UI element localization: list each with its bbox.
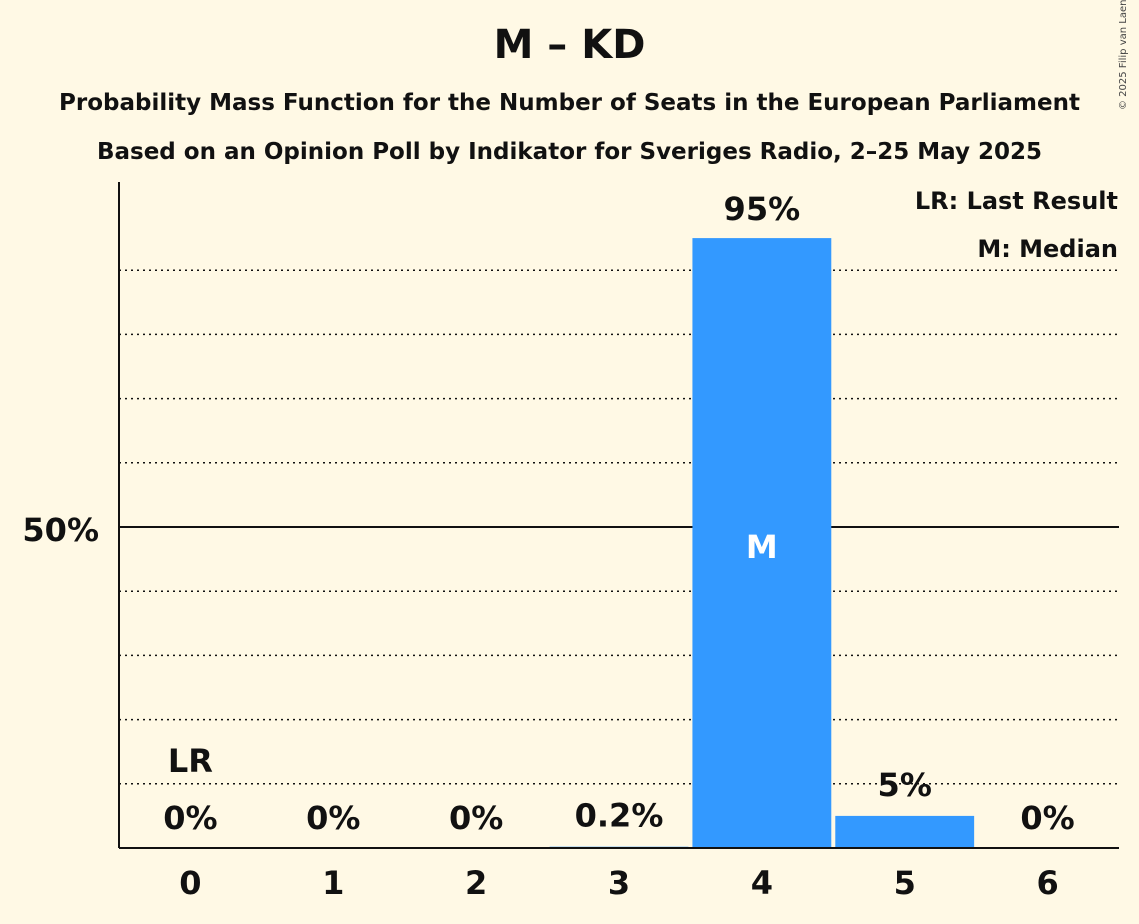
bar-labels: 0% LR 0% 0% 0.2% 95% M 5% 0% [163,190,1074,837]
value-label-1: 0% [306,799,360,837]
x-tick-1: 1 [322,864,344,902]
last-result-marker: LR [168,742,213,780]
value-label-4: 95% [724,190,801,228]
bars [549,238,975,849]
value-label-6: 0% [1020,799,1074,837]
x-tick-6: 6 [1036,864,1058,902]
bar-4 [692,238,832,849]
x-tick-5: 5 [894,864,916,902]
x-tick-0: 0 [179,864,201,902]
value-label-5: 5% [878,766,932,804]
chart-source-subtitle: Based on an Opinion Poll by Indikator fo… [96,139,1043,165]
x-tick-4: 4 [751,864,773,902]
chart-title: M – KD [493,22,646,68]
median-marker: M [746,528,778,566]
x-tick-2: 2 [465,864,487,902]
chart-subtitle: Probability Mass Function for the Number… [59,90,1080,116]
x-tick-labels: 0 1 2 3 4 5 6 [179,864,1058,902]
bar-5 [835,815,975,848]
legend-last-result: LR: Last Result [915,187,1118,215]
grid-lines [119,269,1119,785]
value-label-2: 0% [449,799,503,837]
x-tick-3: 3 [608,864,630,902]
y-tick-label: 50% [22,511,99,549]
value-label-3: 0.2% [575,797,664,835]
value-label-0: 0% [163,799,217,837]
legend-median: M: Median [977,235,1118,263]
